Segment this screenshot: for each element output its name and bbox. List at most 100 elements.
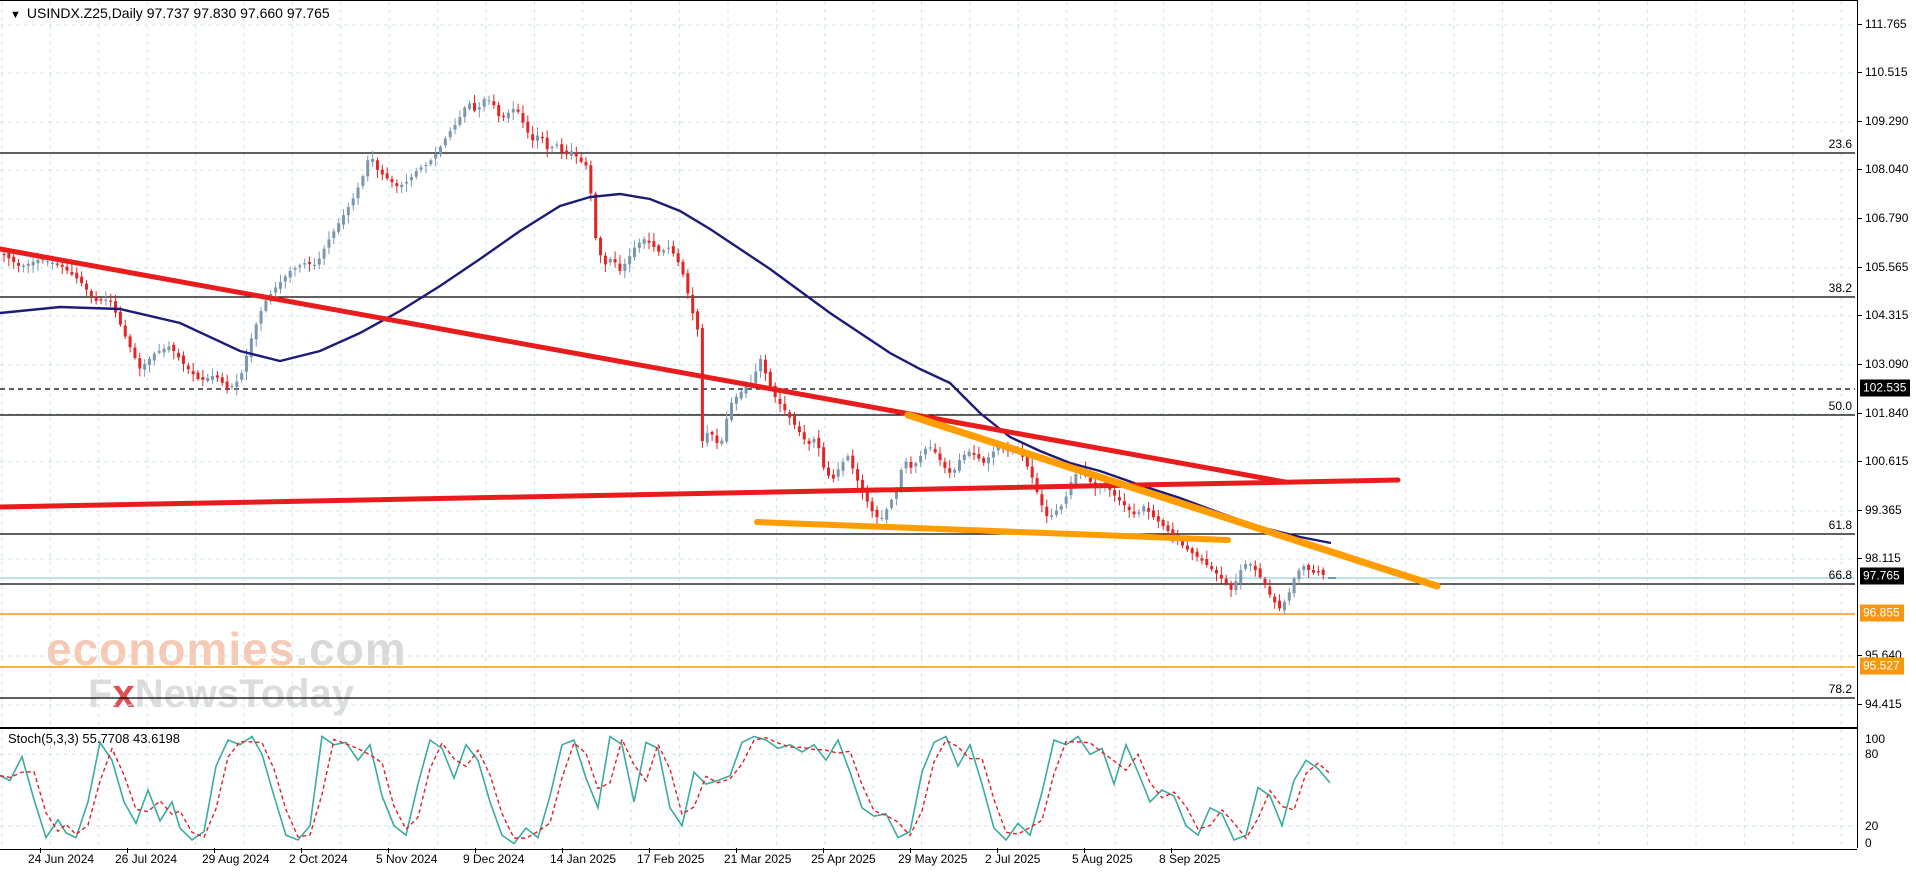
chart-title: ▼ USINDX.Z25,Daily 97.737 97.830 97.660 9… [10,5,330,21]
candle-down [788,412,792,418]
candle-down [565,150,569,155]
candle-up [725,418,729,442]
candle-up [841,462,845,471]
time-tick-mark [475,848,476,853]
candle-down [390,178,394,183]
time-tick-mark [823,848,824,853]
candle-down [84,283,88,290]
candle-up [666,247,670,249]
candle-down [17,262,21,266]
price-tick-mark [1858,655,1862,656]
candle-down [676,253,680,263]
moving-average-line[interactable] [0,192,1332,545]
candle-up [288,270,292,278]
candle-down [783,403,787,411]
candle-up [327,239,331,248]
fib-label-23.6: 23.6 [1828,137,1852,151]
candle-up [633,247,636,258]
candle-up [924,448,927,455]
price-tick-label: 111.765 [1865,17,1907,31]
price-tick-label: 110.515 [1865,65,1908,79]
candle-down [851,455,855,469]
price-tick-label: 99.365 [1865,503,1902,517]
candle-down [540,136,544,139]
candle-down [109,300,113,302]
time-tick-mark [214,848,215,853]
candle-down [696,311,700,330]
price-tick-mark [1858,510,1862,511]
candle-down [681,261,685,275]
candle-up [477,107,481,110]
time-tick-mark [1084,848,1085,853]
candle-up [836,469,840,477]
candle-down [502,115,506,117]
candle-down [1307,564,1311,571]
candle-down [1088,477,1092,482]
stoch-axis-label: 20 [1865,819,1879,833]
candle-up [1064,496,1068,504]
candle-up [419,167,423,170]
candle-up [928,447,932,449]
candle-up [434,154,438,159]
candle-up [812,439,816,443]
candle-down [2,253,6,256]
candle-down [186,365,190,370]
candle-down [375,160,379,170]
date-label: 9 Dec 2024 [463,852,525,866]
candle-up [1142,506,1146,512]
candle-up [734,396,738,404]
candle-down [1025,456,1029,467]
symbol-dropdown-icon[interactable]: ▼ [10,9,21,21]
candle-down [1113,490,1117,496]
price-badge-102.535: 102.535 [1860,379,1911,397]
candle-down [1200,558,1204,561]
stochastic-canvas[interactable] [0,729,1857,849]
red-rising-support-trendline[interactable] [0,477,1401,510]
candle-up [405,181,409,184]
candle-up [705,433,709,443]
candle-up [439,146,442,155]
candle-down [89,290,93,297]
candle-down [700,327,704,441]
price-tick-label: 101.840 [1865,406,1909,420]
price-tick-label: 98.115 [1865,551,1901,565]
candle-down [308,262,312,264]
price-tick-label: 108.040 [1865,162,1909,176]
candle-down [807,440,811,444]
price-axis[interactable]: 111.765 110.515 109.290 108.040 106.790 105.5… [1857,0,1916,850]
candle-up [996,446,1000,451]
candle-down [657,245,661,252]
candle-up [987,457,991,464]
candle-up [962,454,966,461]
candle-down [215,375,219,378]
candle-up [206,377,210,381]
candle-down [99,299,103,301]
price-tick-mark [1858,72,1862,73]
candle-up [283,276,287,282]
candle-down [1190,548,1194,554]
candle-up [254,324,258,340]
price-tick-label: 104.315 [1865,308,1909,322]
candle-up [235,381,239,388]
price-tick-label: 94.415 [1865,697,1902,711]
candle-down [768,371,772,387]
candle-down [1127,506,1131,511]
price-tick-label: 109.290 [1865,114,1909,128]
candle-up [443,138,447,146]
candle-down [1321,569,1325,575]
candle-down [972,453,976,455]
candle-up [482,99,486,107]
candle-up [1297,570,1301,580]
stochastic-panel[interactable] [0,728,1857,850]
candle-up [342,215,345,225]
candle-up [429,160,433,165]
candle-up [1287,592,1291,601]
orange-support-trendline[interactable] [754,519,1231,543]
candle-down [80,276,84,284]
main-chart-canvas[interactable] [0,1,1857,727]
orange-descending-trendline[interactable] [904,411,1441,590]
candle-up [245,355,248,372]
candle-down [225,381,229,389]
main-chart-area[interactable] [0,0,1857,728]
red-descending-trendline[interactable] [0,246,1288,485]
